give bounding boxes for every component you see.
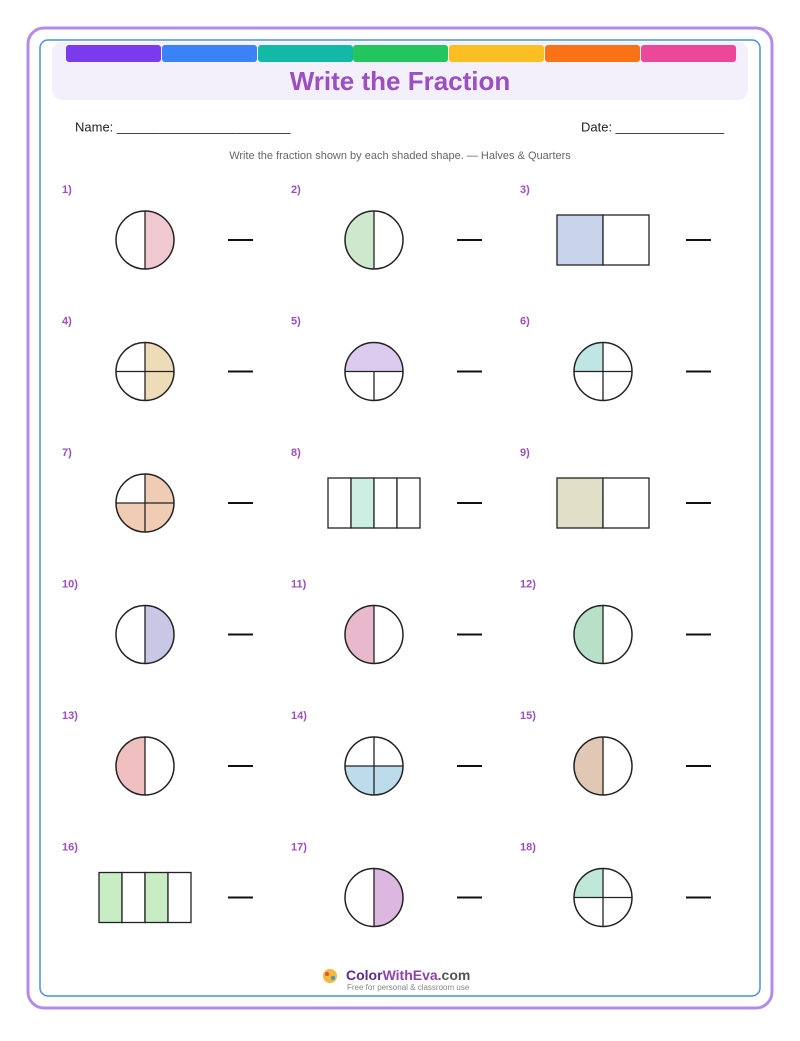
shaded-part <box>116 737 145 795</box>
rect-part <box>98 871 123 924</box>
color-segment <box>641 45 736 62</box>
brand-part: .com <box>438 967 471 983</box>
problem: 10) <box>62 578 253 665</box>
shaded-part <box>345 342 403 372</box>
problem: 16) <box>62 841 253 924</box>
problem-number: 1) <box>62 184 72 196</box>
problem: 12) <box>520 578 711 665</box>
title: Write the Fraction <box>290 66 511 96</box>
shaded-part <box>345 211 374 269</box>
problem-number: 17) <box>291 841 307 853</box>
color-segment <box>353 45 448 62</box>
problem-number: 10) <box>62 578 78 590</box>
rect-part <box>327 477 352 529</box>
problem-number: 13) <box>62 710 78 722</box>
rect-part <box>167 871 192 924</box>
problem: 13) <box>62 710 253 796</box>
outer-border <box>26 26 774 1010</box>
shaded-part <box>574 868 603 898</box>
problem-number: 4) <box>62 315 72 327</box>
problem: 15) <box>520 710 711 796</box>
tagline: Free for personal & classroom use <box>347 983 470 992</box>
shaded-part <box>145 605 174 664</box>
rect-part <box>350 477 375 529</box>
problem-number: 3) <box>520 184 530 196</box>
shaded-part <box>116 503 145 532</box>
problem: 5) <box>291 315 482 402</box>
problem: 4) <box>62 315 253 402</box>
color-segment <box>449 45 544 62</box>
shaded-part <box>145 474 174 503</box>
problem-number: 2) <box>291 184 301 196</box>
shaded-part <box>574 342 603 372</box>
problem: 1) <box>62 184 253 270</box>
rect-part <box>396 477 421 529</box>
color-segment <box>66 45 161 62</box>
rect-part <box>121 871 146 924</box>
brand-part: WithEva <box>383 967 438 983</box>
problem-number: 7) <box>62 447 72 459</box>
problem-number: 12) <box>520 578 536 590</box>
rect-part <box>556 477 604 529</box>
inner-border <box>39 39 761 997</box>
problem-number: 6) <box>520 315 530 327</box>
problem-number: 15) <box>520 710 536 722</box>
shaded-part <box>145 211 174 269</box>
instructions: Write the fraction shown by each shaded … <box>229 150 571 162</box>
shaded-part <box>574 605 603 664</box>
problem: 2) <box>291 184 482 270</box>
problem: 17) <box>291 841 482 928</box>
problem-number: 11) <box>291 578 307 590</box>
problem-number: 9) <box>520 447 530 459</box>
problem-number: 18) <box>520 841 536 853</box>
logo-dot <box>331 976 335 980</box>
problem: 8) <box>291 447 482 529</box>
problem-number: 16) <box>62 841 78 853</box>
shaded-part <box>145 342 174 372</box>
problem: 7) <box>62 447 253 533</box>
color-segment <box>545 45 640 62</box>
rect-part <box>144 871 169 924</box>
date-label: Date: _______________ <box>581 119 725 134</box>
brand-part: Color <box>346 967 383 983</box>
color-bar <box>66 45 736 62</box>
color-segment <box>258 45 353 62</box>
shaded-part <box>374 868 403 927</box>
color-segment <box>162 45 257 62</box>
logo-icon <box>323 969 337 983</box>
rect-part <box>556 214 604 266</box>
rect-part <box>373 477 398 529</box>
problem: 18) <box>520 841 711 928</box>
footer: ColorWithEva.com Free for personal & cla… <box>323 967 470 992</box>
shaded-part <box>574 737 603 795</box>
problem-number: 8) <box>291 447 301 459</box>
rect-part <box>602 477 650 529</box>
shaded-part <box>345 605 374 664</box>
rect-part <box>602 214 650 266</box>
problem: 6) <box>520 315 711 402</box>
name-label: Name: ________________________ <box>75 119 291 134</box>
problem: 3) <box>520 184 711 266</box>
problem-number: 5) <box>291 315 301 327</box>
brand: ColorWithEva.com <box>346 967 470 983</box>
problem-number: 14) <box>291 710 307 722</box>
shaded-part <box>145 371 174 401</box>
logo-dot <box>325 972 329 976</box>
problem: 14) <box>291 710 482 796</box>
problem: 11) <box>291 578 482 665</box>
shaded-part <box>145 503 174 532</box>
problem: 9) <box>520 447 711 529</box>
